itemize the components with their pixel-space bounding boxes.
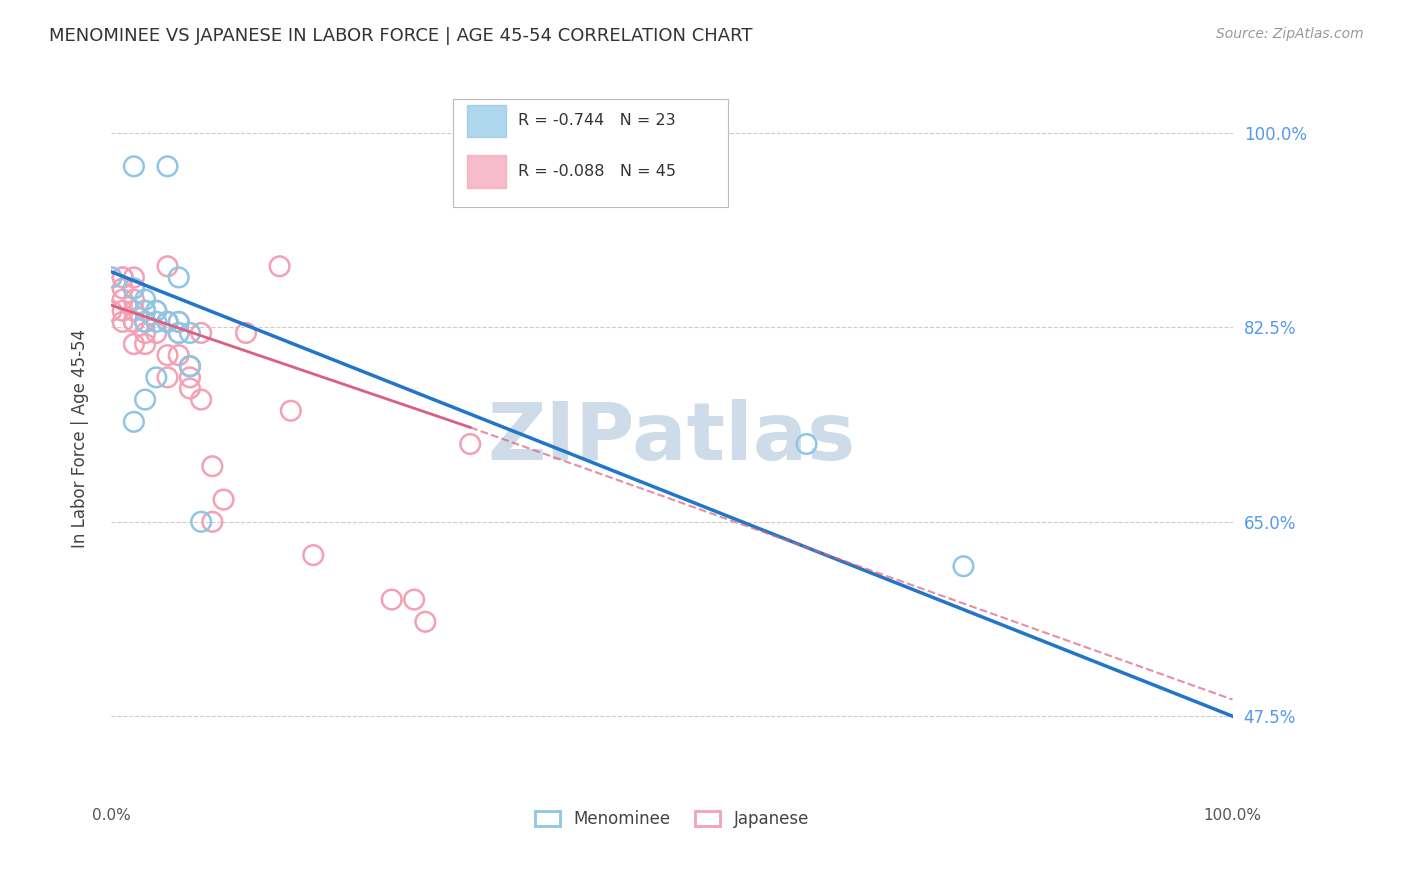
Point [179,359,201,374]
Point [179,359,201,374]
Point [190,392,212,407]
Point [156,260,179,274]
FancyBboxPatch shape [467,104,506,137]
Point [122,315,145,329]
Point [145,326,167,340]
Point [122,415,145,429]
Point [100,303,122,318]
Point [381,592,404,607]
Point [111,270,134,285]
Point [458,437,481,451]
Point [134,337,156,351]
Text: R = -0.088   N = 45: R = -0.088 N = 45 [519,164,676,179]
Text: ZIPatlas: ZIPatlas [488,400,856,477]
Point [179,359,201,374]
Text: Source: ZipAtlas.com: Source: ZipAtlas.com [1216,27,1364,41]
FancyBboxPatch shape [453,99,728,208]
Point [201,459,224,474]
Point [122,281,145,295]
Point [122,337,145,351]
Point [100,270,122,285]
Point [111,293,134,307]
Point [796,437,818,451]
Point [167,326,190,340]
Point [122,270,145,285]
Point [100,270,122,285]
Point [404,592,426,607]
Point [190,326,212,340]
Point [280,403,302,417]
Point [111,270,134,285]
Point [145,303,167,318]
Point [212,492,235,507]
Point [167,315,190,329]
Point [190,515,212,529]
Point [122,159,145,173]
FancyBboxPatch shape [467,155,506,188]
Point [134,303,156,318]
Point [111,303,134,318]
Point [134,303,156,318]
Point [235,326,257,340]
Point [156,315,179,329]
Legend: Menominee, Japanese: Menominee, Japanese [529,803,815,835]
Point [179,370,201,384]
Point [179,382,201,396]
Point [415,615,437,629]
Point [156,370,179,384]
Point [111,315,134,329]
Text: MENOMINEE VS JAPANESE IN LABOR FORCE | AGE 45-54 CORRELATION CHART: MENOMINEE VS JAPANESE IN LABOR FORCE | A… [49,27,752,45]
Y-axis label: In Labor Force | Age 45-54: In Labor Force | Age 45-54 [72,329,89,548]
Point [122,293,145,307]
Point [167,326,190,340]
Point [156,315,179,329]
Point [122,281,145,295]
Point [145,303,167,318]
Point [167,270,190,285]
Point [269,260,291,274]
Point [134,326,156,340]
Point [156,315,179,329]
Point [201,515,224,529]
Point [134,315,156,329]
Point [179,326,201,340]
Point [156,159,179,173]
Point [145,315,167,329]
Text: R = -0.744   N = 23: R = -0.744 N = 23 [519,113,676,128]
Point [1109,814,1132,829]
Point [167,315,190,329]
Point [122,315,145,329]
Point [156,348,179,362]
Point [134,293,156,307]
Point [134,392,156,407]
Point [145,370,167,384]
Point [167,348,190,362]
Point [111,281,134,295]
Point [302,548,325,562]
Point [952,559,974,574]
Point [122,303,145,318]
Point [134,315,156,329]
